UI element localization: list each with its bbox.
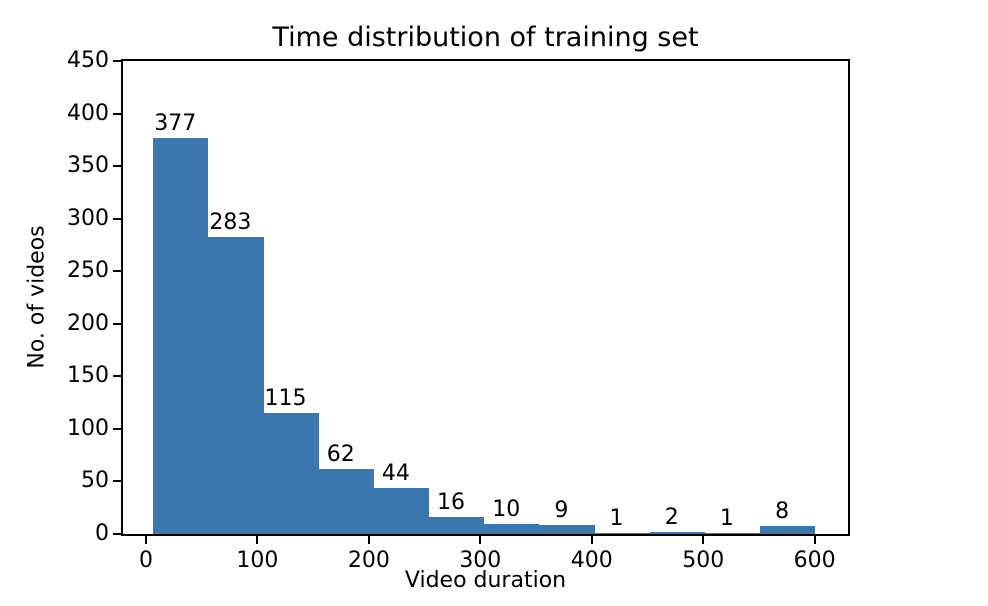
bar-value-label: 9	[554, 497, 569, 523]
bar-value-label: 115	[264, 386, 307, 412]
y-axis-tick-label: 350	[67, 153, 109, 179]
y-axis-tick-label: 400	[67, 100, 109, 126]
chart-title: Time distribution of training set	[272, 22, 699, 53]
y-axis-tick-label: 100	[67, 415, 109, 441]
plot-area: 377 283 115 62 44 16 10 9 1 2 1 8 0 100 200 300 400 500 60…	[67, 50, 850, 572]
y-axis-label: No. of videos	[24, 225, 50, 369]
histogram-bar	[484, 523, 540, 534]
bar-value-label: 8	[775, 498, 790, 524]
histogram-bar	[594, 532, 650, 534]
y-axis-tick-label: 50	[81, 468, 109, 494]
x-axis-tick	[702, 536, 705, 544]
x-axis-tick-label: 100	[236, 548, 279, 573]
histogram-bar	[373, 487, 430, 534]
x-axis-tick	[256, 536, 259, 544]
histogram-bar	[429, 517, 485, 534]
histogram-bar	[318, 468, 374, 534]
y-axis-tick-label: 450	[67, 48, 109, 73]
x-axis-tick-label: 400	[570, 548, 613, 573]
bar-value-label: 10	[492, 496, 521, 522]
y-axis-tick-label: 0	[95, 521, 109, 546]
y-axis-tick-label: 250	[67, 258, 109, 284]
histogram-bar	[649, 531, 705, 534]
y-axis-tick	[113, 322, 121, 325]
x-axis-tick-label: 600	[793, 548, 836, 573]
x-axis-tick	[590, 536, 593, 544]
y-axis-tick-label: 200	[67, 310, 109, 336]
y-axis-tick	[113, 217, 121, 220]
y-axis-tick	[113, 375, 121, 378]
bar-value-label: 1	[719, 505, 734, 531]
bar-value-label: 16	[437, 490, 466, 516]
histogram-bar	[153, 137, 209, 534]
y-axis-tick	[113, 270, 121, 273]
x-axis-tick	[813, 536, 816, 544]
y-axis-tick-label: 300	[67, 205, 109, 231]
x-axis-tick-label: 300	[459, 548, 502, 573]
y-axis-tick	[113, 165, 121, 168]
x-axis-tick-label: 0	[138, 548, 153, 573]
y-axis-tick	[113, 480, 121, 483]
bar-value-label: 377	[154, 110, 197, 136]
y-axis-tick-label: 150	[67, 363, 109, 389]
x-axis-tick	[144, 536, 147, 544]
bar-value-label: 1	[609, 505, 624, 531]
x-axis-tick-label: 200	[347, 548, 390, 573]
x-axis-label: Video duration	[404, 568, 567, 593]
bar-value-label: 283	[209, 209, 252, 235]
bar-value-label: 44	[381, 460, 410, 486]
y-axis-tick	[113, 427, 121, 430]
y-axis-tick	[113, 533, 121, 535]
x-axis-tick	[367, 536, 370, 544]
histogram-bar	[760, 525, 816, 534]
bar-value-label: 62	[326, 441, 355, 467]
y-axis-tick	[113, 112, 121, 115]
x-axis-tick-label: 500	[682, 548, 725, 573]
histogram-bar	[208, 236, 264, 534]
histogram-bar	[704, 532, 761, 534]
histogram-bar	[263, 413, 319, 534]
y-axis-tick	[113, 60, 121, 62]
x-axis-tick	[479, 536, 482, 544]
histogram-bar	[539, 524, 595, 534]
bar-value-label: 2	[664, 504, 679, 530]
